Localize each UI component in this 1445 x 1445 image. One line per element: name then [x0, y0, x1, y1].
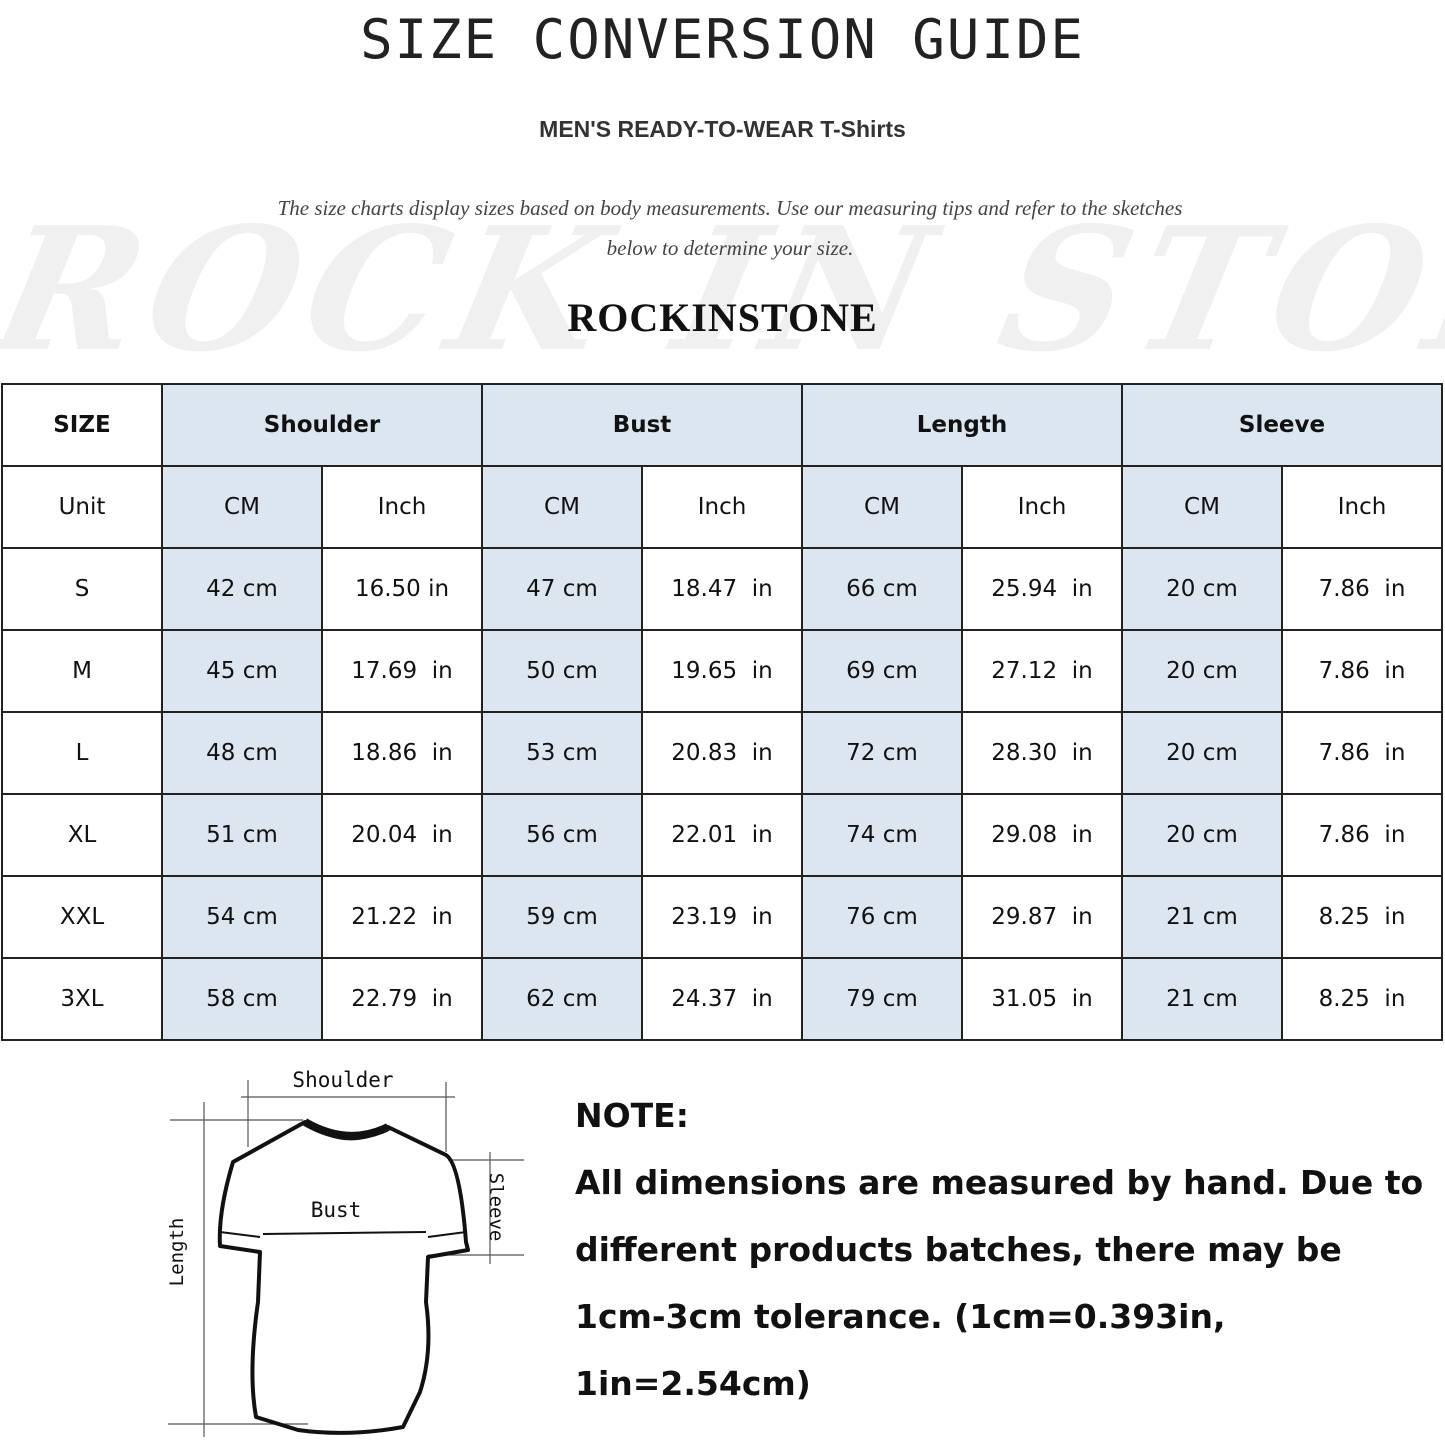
measurement-cell: 51 cm: [161, 793, 323, 877]
measurement-cell: 7.86 in: [1281, 711, 1443, 795]
measurement-cell: 20 cm: [1121, 793, 1283, 877]
unit-cell: CM: [1121, 465, 1283, 549]
size-cell: S: [1, 547, 163, 631]
measurement-cell: 18.47 in: [641, 547, 803, 631]
measurement-cell: 23.19 in: [641, 875, 803, 959]
measurement-cell: 66 cm: [801, 547, 963, 631]
description: The size charts display sizes based on b…: [230, 188, 1230, 268]
measurement-cell: 27.12 in: [961, 629, 1123, 713]
tshirt-outline: [217, 1118, 470, 1435]
measurement-cell: 24.37 in: [641, 957, 803, 1041]
header-length: Length: [801, 383, 1123, 467]
measurement-cell: 59 cm: [481, 875, 643, 959]
measurement-cell: 7.86 in: [1281, 547, 1443, 631]
measurement-cell: 8.25 in: [1281, 957, 1443, 1041]
table-row: S 42 cm 16.50 in 47 cm 18.47 in 66 cm 25.94 in…: [1, 547, 1443, 631]
sleeve-label: Sleeve: [485, 1173, 507, 1242]
table-row: M 45 cm 17.69 in 50 cm 19.65 in 69 cm 27.12 in…: [1, 629, 1443, 713]
measurement-cell: 8.25 in: [1281, 875, 1443, 959]
description-line: The size charts display sizes based on b…: [277, 196, 1183, 220]
measurement-cell: 76 cm: [801, 875, 963, 959]
measurement-cell: 17.69 in: [321, 629, 483, 713]
size-cell: M: [1, 629, 163, 713]
header-bust: Bust: [481, 383, 803, 467]
header-size: SIZE: [1, 383, 163, 467]
measurement-cell: 7.86 in: [1281, 793, 1443, 877]
table-row: 3XL 58 cm 22.79 in 62 cm 24.37 in 79 cm 31.05 …: [1, 957, 1443, 1041]
page-title: SIZE CONVERSION GUIDE: [360, 8, 1085, 71]
measurement-cell: 62 cm: [481, 957, 643, 1041]
measurement-cell: 21.22 in: [321, 875, 483, 959]
measurement-cell: 69 cm: [801, 629, 963, 713]
table-header-row: SIZE Shoulder Bust Length Sleeve: [1, 383, 1443, 467]
measurement-cell: 74 cm: [801, 793, 963, 877]
table-row: L 48 cm 18.86 in 53 cm 20.83 in 72 cm 28.30 in…: [1, 711, 1443, 795]
size-cell: XXL: [1, 875, 163, 959]
measurement-cell: 20.83 in: [641, 711, 803, 795]
note: NOTE: All dimensions are measured by han…: [575, 1082, 1425, 1417]
size-table: SIZE Shoulder Bust Length Sleeve Unit CM I…: [1, 383, 1443, 1041]
table-row: XL 51 cm 20.04 in 56 cm 22.01 in 74 cm 29.08 i…: [1, 793, 1443, 877]
description-line: below to determine your size.: [606, 236, 854, 260]
measurement-cell: 29.87 in: [961, 875, 1123, 959]
measurement-cell: 48 cm: [161, 711, 323, 795]
unit-cell: Inch: [641, 465, 803, 549]
subtitle: MEN'S READY-TO-WEAR T-Shirts: [539, 116, 906, 142]
measurement-cell: 45 cm: [161, 629, 323, 713]
measurement-cell: 54 cm: [161, 875, 323, 959]
note-heading: NOTE:: [575, 1096, 689, 1135]
measurement-cell: 22.01 in: [641, 793, 803, 877]
measurement-cell: 72 cm: [801, 711, 963, 795]
note-line: different products batches, there may be: [575, 1230, 1342, 1269]
size-cell: XL: [1, 793, 163, 877]
measure-lines: [168, 1080, 524, 1437]
measurement-cell: 53 cm: [481, 711, 643, 795]
measurement-cell: 20 cm: [1121, 711, 1283, 795]
unit-cell: Inch: [961, 465, 1123, 549]
measurement-cell: 47 cm: [481, 547, 643, 631]
length-label: Length: [166, 1218, 188, 1287]
unit-cell: Inch: [321, 465, 483, 549]
size-cell: L: [1, 711, 163, 795]
measurement-cell: 58 cm: [161, 957, 323, 1041]
measurement-cell: 28.30 in: [961, 711, 1123, 795]
measurement-cell: 56 cm: [481, 793, 643, 877]
measurement-cell: 18.86 in: [321, 711, 483, 795]
table-row: XXL 54 cm 21.22 in 59 cm 23.19 in 76 cm 29.87 …: [1, 875, 1443, 959]
measurement-cell: 29.08 in: [961, 793, 1123, 877]
measurement-cell: 21 cm: [1121, 957, 1283, 1041]
unit-cell: Unit: [1, 465, 163, 549]
measurement-cell: 42 cm: [161, 547, 323, 631]
header-shoulder: Shoulder: [161, 383, 483, 467]
measurement-cell: 7.86 in: [1281, 629, 1443, 713]
unit-cell: CM: [481, 465, 643, 549]
measurement-cell: 20 cm: [1121, 629, 1283, 713]
measurement-cell: 20 cm: [1121, 547, 1283, 631]
note-line: All dimensions are measured by hand. Due…: [575, 1163, 1424, 1202]
measurement-cell: 22.79 in: [321, 957, 483, 1041]
measurement-cell: 25.94 in: [961, 547, 1123, 631]
tshirt-measurement-sketch: Shoulder Bust Sleeve Length: [166, 1068, 524, 1437]
bust-label: Bust: [311, 1198, 362, 1222]
measurement-cell: 50 cm: [481, 629, 643, 713]
unit-cell: CM: [161, 465, 323, 549]
note-line: 1cm-3cm tolerance. (1cm=0.393in, 1in=2.5…: [575, 1297, 1226, 1403]
brand-name: ROCKINSTONE: [567, 295, 878, 340]
size-cell: 3XL: [1, 957, 163, 1041]
measurement-cell: 21 cm: [1121, 875, 1283, 959]
measurement-cell: 20.04 in: [321, 793, 483, 877]
unit-row: Unit CM Inch CM Inch CM Inch CM Inch: [1, 465, 1443, 549]
header-sleeve: Sleeve: [1121, 383, 1443, 467]
unit-cell: Inch: [1281, 465, 1443, 549]
measurement-cell: 16.50 in: [321, 547, 483, 631]
shoulder-label: Shoulder: [292, 1068, 393, 1092]
measurement-cell: 79 cm: [801, 957, 963, 1041]
measurement-cell: 19.65 in: [641, 629, 803, 713]
measurement-cell: 31.05 in: [961, 957, 1123, 1041]
unit-cell: CM: [801, 465, 963, 549]
